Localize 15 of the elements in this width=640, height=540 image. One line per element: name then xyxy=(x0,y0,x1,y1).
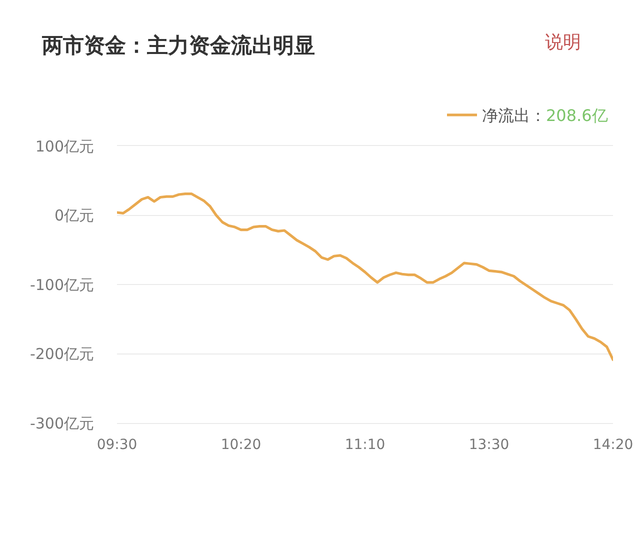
x-tick-label: 10:20 xyxy=(220,436,262,453)
text: 208.6亿 xyxy=(546,106,608,126)
text: 说明 xyxy=(545,32,581,53)
x-tick-label: 09:30 xyxy=(96,436,138,453)
y-tick-label: 0亿元 xyxy=(54,206,94,224)
chart-title: 两市资金：主力资金流出明显 xyxy=(41,33,315,58)
y-tick-label: -300亿元 xyxy=(30,414,94,432)
y-tick-label: -100亿元 xyxy=(30,276,94,294)
legend-label: 净流出： xyxy=(482,106,546,126)
line-series xyxy=(117,192,613,362)
x-tick-label: 13:30 xyxy=(468,436,510,453)
x-tick-label: 11:10 xyxy=(344,436,386,453)
y-tick-label: -200亿元 xyxy=(30,345,94,363)
y-tick-label: 100亿元 xyxy=(35,137,94,156)
x-tick-label: 14:20 xyxy=(592,436,634,453)
